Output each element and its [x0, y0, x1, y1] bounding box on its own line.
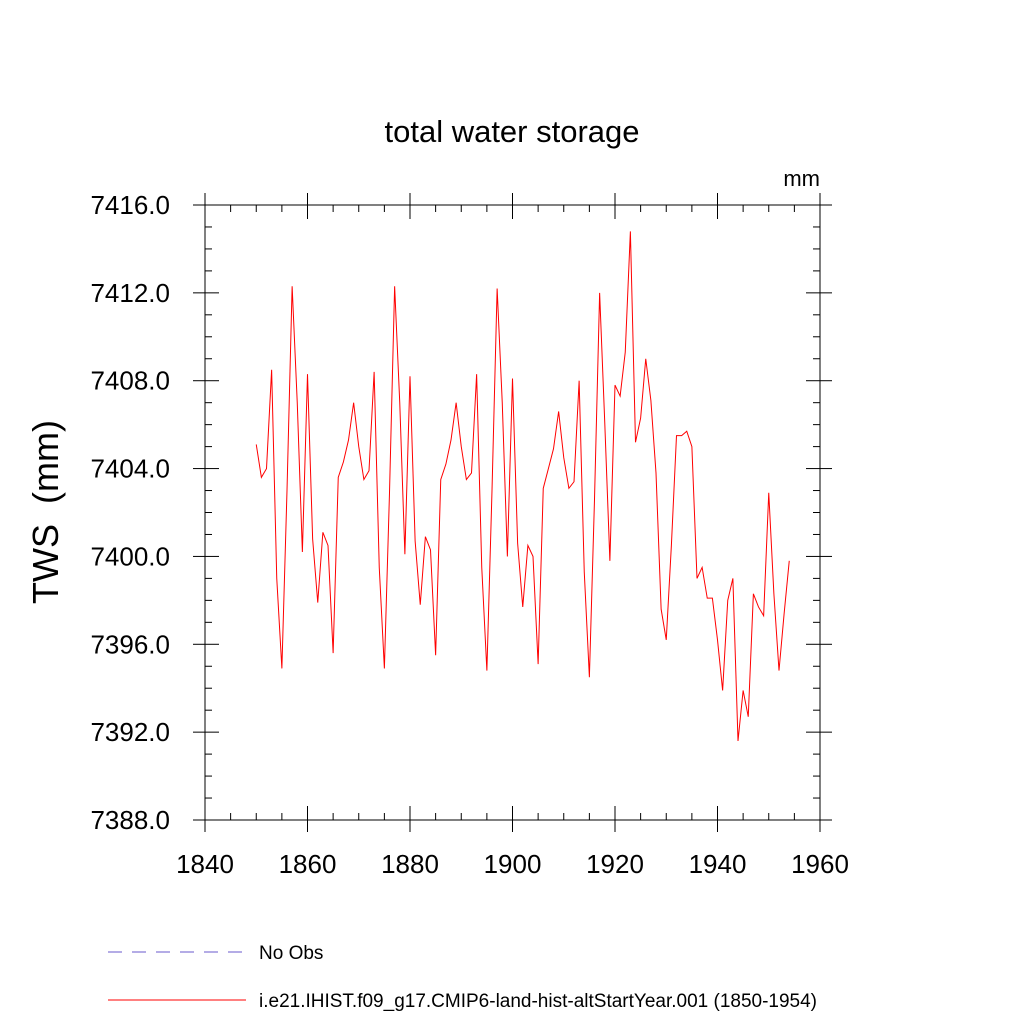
legend-label: i.e21.IHIST.f09_g17.CMIP6-land-hist-altS… — [259, 991, 817, 1012]
x-tick-label: 1860 — [279, 849, 337, 879]
y-tick-label: 7412.0 — [90, 278, 170, 308]
y-tick-label: 7392.0 — [90, 717, 170, 747]
y-tick-label: 7416.0 — [90, 190, 170, 220]
legend-label: No Obs — [259, 943, 323, 964]
y-tick-label: 7396.0 — [90, 629, 170, 659]
chart-title: total water storage — [384, 114, 639, 149]
plot-frame — [204, 204, 821, 821]
series-line-1 — [255, 231, 790, 741]
y-axis-title: TWS (mm) — [25, 420, 66, 604]
y-tick-label: 7408.0 — [90, 366, 170, 396]
x-tick-label: 1840 — [176, 849, 234, 879]
x-tick-label: 1920 — [586, 849, 644, 879]
x-tick-label: 1960 — [791, 849, 849, 879]
x-tick-label: 1880 — [381, 849, 439, 879]
x-tick-label: 1940 — [689, 849, 747, 879]
x-tick-label: 1900 — [484, 849, 542, 879]
y-tick-label: 7400.0 — [90, 541, 170, 571]
y-tick-label: 7404.0 — [90, 454, 170, 484]
y-tick-label: 7388.0 — [90, 805, 170, 835]
units-label: mm — [783, 166, 820, 191]
